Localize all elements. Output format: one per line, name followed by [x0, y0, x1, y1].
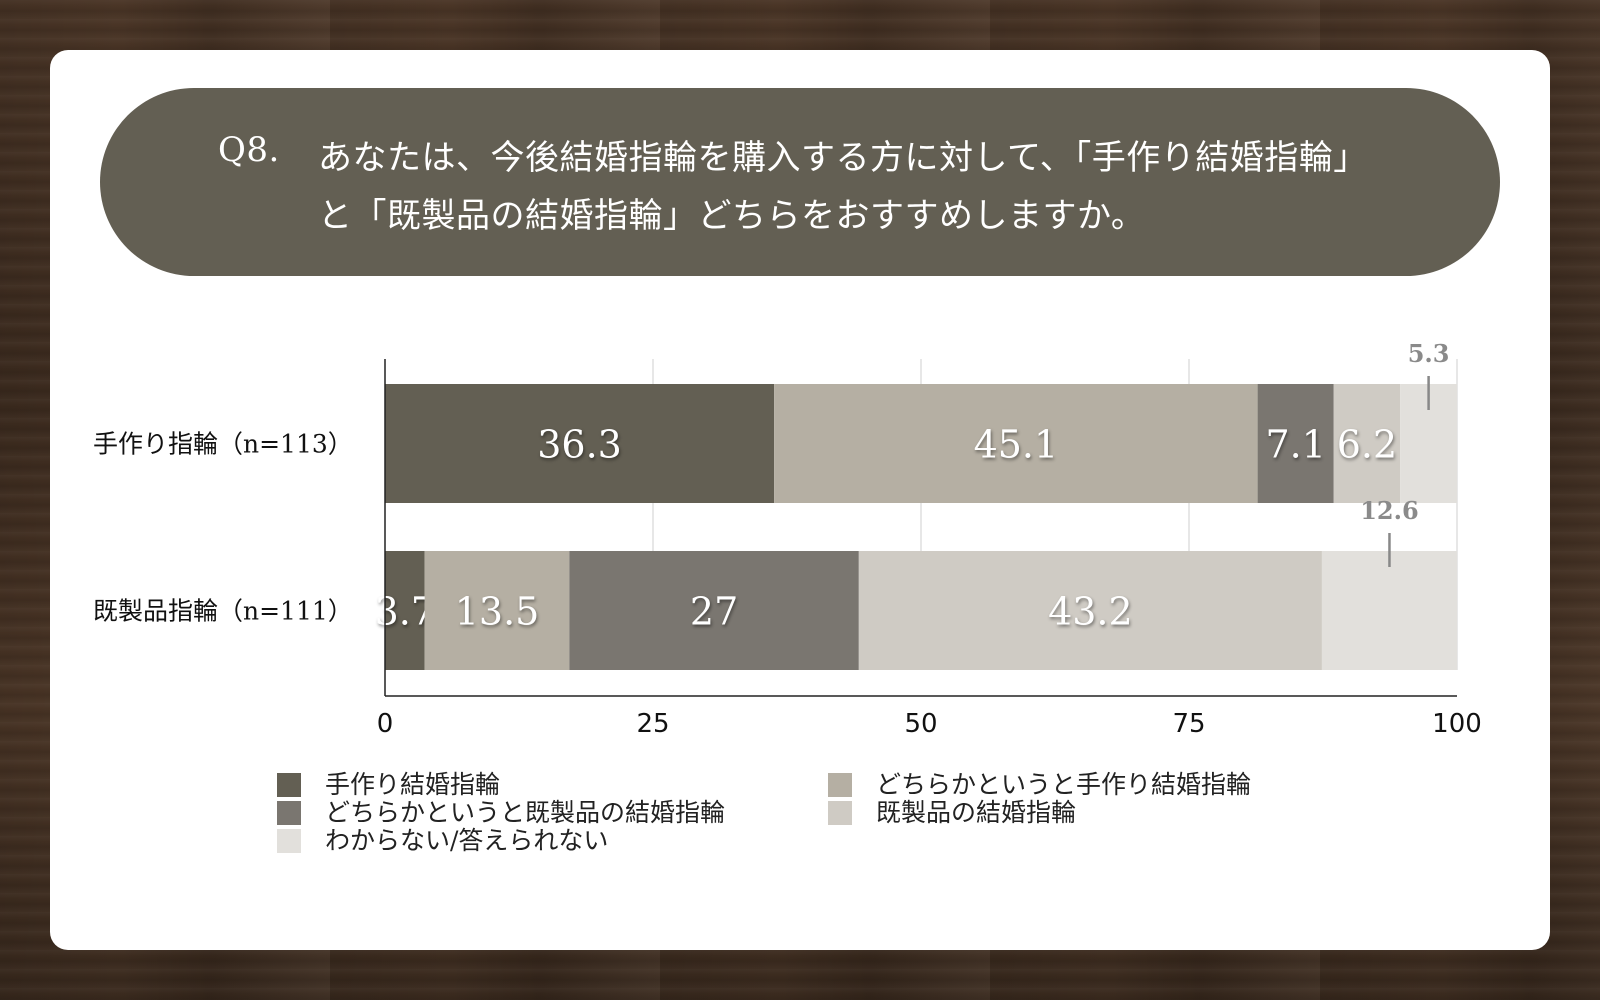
category-label: 既製品指輪（n=111）: [93, 597, 353, 626]
question-number: Q8.: [218, 130, 280, 170]
x-tick-label: 25: [636, 709, 669, 739]
data-label: 5.3: [1408, 339, 1450, 368]
x-tick-label: 50: [904, 709, 937, 739]
bar-segment: [774, 384, 1258, 503]
data-label: 13.5: [455, 590, 540, 634]
data-label: 45.1: [974, 423, 1059, 467]
bar-segment: [1257, 384, 1334, 503]
question-text-line-2: と「既製品の結婚指輪」どちらをおすすめしますか。: [318, 196, 1146, 236]
question-text-line-1: あなたは、今後結婚指輪を購入する方に対して、「手作り結婚指輪」: [318, 138, 1368, 178]
bar-segment: [1333, 384, 1401, 503]
bar-segment: [569, 551, 859, 670]
data-label: 36.3: [537, 423, 622, 467]
data-label: 6.2: [1337, 423, 1397, 467]
data-label: 12.6: [1360, 496, 1418, 525]
bar-segment: [385, 384, 775, 503]
legend-swatch: [828, 801, 852, 825]
legend-label: どちらかというと既製品の結婚指輪: [325, 798, 726, 827]
data-label: 7.1: [1265, 423, 1325, 467]
legend-label: 手作り結婚指輪: [325, 770, 501, 799]
legend-label: どちらかというと手作り結婚指輪: [876, 770, 1252, 799]
legend-swatch: [828, 773, 852, 797]
question-banner: [100, 88, 1500, 276]
x-tick-label: 0: [377, 709, 394, 739]
category-label: 手作り指輪（n=113）: [93, 430, 353, 459]
legend-label: 既製品の結婚指輪: [876, 798, 1077, 827]
legend-swatch: [277, 829, 301, 853]
x-tick-label: 100: [1432, 709, 1482, 739]
legend-swatch: [277, 773, 301, 797]
data-label: 43.2: [1048, 590, 1133, 634]
data-label: 27: [690, 590, 738, 634]
bar-segment: [1321, 551, 1457, 670]
x-tick-label: 75: [1172, 709, 1205, 739]
bar-segment: [424, 551, 570, 670]
bar-segment: [858, 551, 1322, 670]
legend-swatch: [277, 801, 301, 825]
legend-label: わからない/答えられない: [325, 826, 609, 855]
bar-segment: [385, 551, 425, 670]
